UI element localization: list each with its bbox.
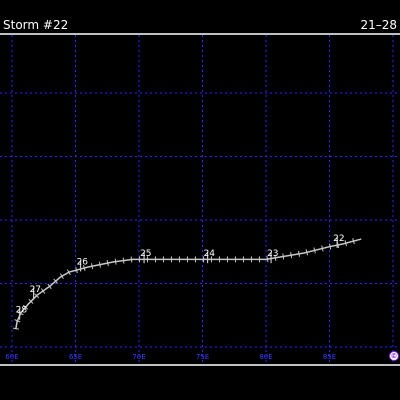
header-bar: Storm #22 21–28 (0, 0, 400, 34)
track-tick (66, 269, 71, 276)
longitude-label: 65E (69, 353, 82, 361)
track-tick (298, 250, 301, 257)
day-label: 28 (16, 306, 28, 316)
track-line (15, 238, 362, 330)
day-labels: 22 23 24 25 26 27 28 (16, 234, 345, 320)
longitude-axis: 60E 65E 70E 75E 80E 85E (5, 353, 336, 361)
track-tick (321, 245, 324, 252)
track-tick (98, 261, 101, 268)
date-range: 21–28 (360, 18, 397, 32)
track-tick (22, 304, 29, 310)
track-tick (266, 256, 269, 263)
day-label: 26 (77, 257, 89, 267)
track-tick (83, 265, 86, 272)
track-tick (305, 249, 309, 256)
track-tick (274, 254, 277, 261)
track-tick (282, 253, 285, 260)
day-label: 22 (333, 234, 344, 244)
track-tick (290, 252, 293, 259)
track-tick (114, 258, 117, 265)
track-tick (130, 256, 133, 263)
track-tick (106, 260, 109, 267)
track-tick (329, 243, 332, 250)
longitude-label: 75E (196, 353, 209, 361)
track-tick (90, 263, 94, 270)
day-label: 27 (30, 285, 41, 295)
copyright-logo-icon: © (389, 351, 399, 361)
storm-title: Storm #22 (3, 18, 69, 32)
longitude-label: 80E (259, 353, 272, 361)
track-tick (313, 247, 316, 254)
track-tick (12, 327, 19, 330)
longitude-label: 85E (323, 353, 336, 361)
longitude-label: 70E (132, 353, 145, 361)
track-tick (34, 293, 40, 299)
track-tick (17, 311, 24, 316)
track-tick (75, 267, 78, 274)
longitude-label: 60E (5, 353, 18, 361)
track-tick (14, 319, 21, 323)
track-tick (122, 257, 125, 264)
lat-lon-grid (0, 35, 400, 364)
day-label: 25 (140, 249, 151, 259)
track-tick (28, 298, 34, 304)
day-label: 24 (204, 249, 216, 259)
track-tick (40, 288, 46, 294)
track-tick (59, 273, 64, 280)
track-tick (352, 238, 355, 245)
track-tick (53, 278, 59, 284)
track-tick (47, 283, 52, 290)
track-tick (344, 240, 348, 247)
day-label: 23 (267, 249, 278, 259)
